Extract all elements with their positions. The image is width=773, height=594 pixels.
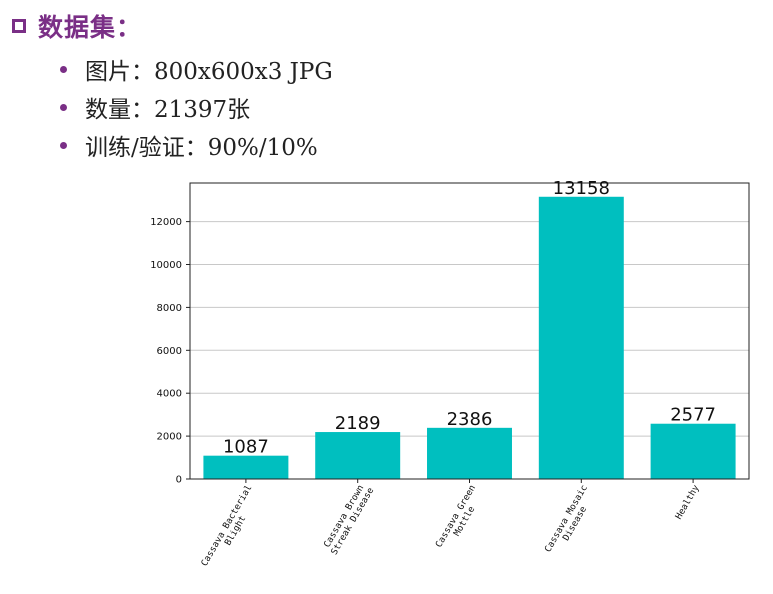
category-label: Healthy [674, 483, 702, 521]
bullet-list: 图片：800x600x3 JPG 数量：21397张 训练/验证：90%/10% [60, 50, 333, 164]
bar [315, 432, 401, 479]
bullet-item-split: 训练/验证：90%/10% [60, 126, 333, 164]
bars [203, 196, 736, 479]
y-tick-label: 0 [176, 475, 182, 486]
data-label: 13158 [553, 178, 610, 199]
y-axis-ticks: 0 2000 4000 6000 8000 10000 12000 [150, 217, 190, 486]
bar [650, 423, 736, 479]
data-label: 2189 [335, 413, 381, 434]
category-label-text: Healthy [674, 483, 702, 521]
bullet-dot-icon [60, 103, 67, 111]
bullet-text-image: 图片：800x600x3 JPG [85, 59, 333, 85]
y-tick-label: 4000 [157, 389, 182, 400]
bullet-dot-icon [60, 65, 67, 73]
heading-title: 数据集： [38, 13, 143, 42]
y-tick-label: 6000 [157, 346, 182, 357]
bullet-text-split: 训练/验证：90%/10% [85, 135, 318, 161]
data-label: 1087 [223, 437, 269, 458]
y-tick-label: 12000 [150, 217, 182, 228]
bullet-dot-icon [60, 141, 67, 149]
category-label-text: Cassava GreenMottle [434, 484, 487, 555]
square-bullet-icon [12, 19, 26, 33]
category-label: Cassava MosaicDisease [543, 484, 598, 560]
category-label-text: Cassava BacterialBlight [200, 484, 263, 574]
bar [538, 196, 624, 479]
data-label: 2577 [670, 405, 716, 426]
category-label-line: Healthy [674, 483, 702, 521]
bullet-item-image: 图片：800x600x3 JPG [60, 50, 333, 88]
x-axis-category-labels: Cassava BacterialBlight Cassava BrownStre… [200, 479, 702, 574]
bar [203, 455, 289, 479]
grid-lines [190, 221, 749, 437]
data-label: 2386 [447, 409, 493, 430]
category-label: Cassava GreenMottle [434, 484, 487, 555]
category-label: Cassava BacterialBlight [200, 484, 263, 574]
y-tick-label: 8000 [157, 303, 182, 314]
section-heading: 数据集： [12, 8, 142, 44]
bullet-text-count: 数量：21397张 [85, 97, 251, 123]
category-label-text: Cassava BrownStreak Disease [321, 481, 376, 557]
category-label: Cassava BrownStreak Disease [321, 481, 376, 557]
y-tick-label: 10000 [150, 260, 182, 271]
bar [427, 427, 512, 479]
y-tick-label: 2000 [157, 432, 182, 443]
category-label-text: Cassava MosaicDisease [543, 484, 598, 560]
data-labels: 1087 2189 2386 13158 2577 [223, 178, 716, 458]
category-label-line: Cassava Bacterial [200, 484, 255, 569]
bullet-item-count: 数量：21397张 [60, 88, 333, 126]
